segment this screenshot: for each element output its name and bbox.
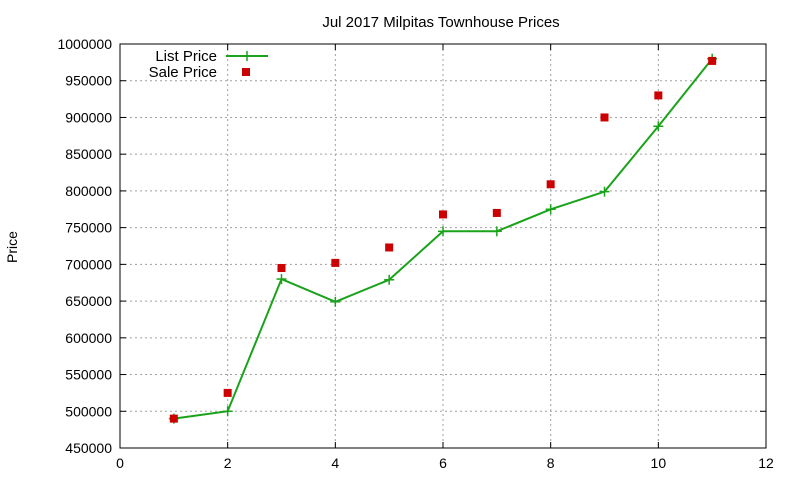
sale-price-point — [385, 243, 394, 252]
x-tick-label: 2 — [224, 455, 232, 471]
x-tick-label: 0 — [116, 455, 124, 471]
x-tick-label: 8 — [547, 455, 555, 471]
list-price-point — [276, 274, 287, 285]
list-price-point — [599, 186, 610, 197]
list-price-point — [330, 296, 341, 307]
sale-price-point — [331, 258, 340, 267]
list-price-point — [222, 406, 233, 417]
y-axis-label: Price — [4, 231, 20, 263]
y-tick-label: 650000 — [65, 293, 112, 309]
sale-price-point — [277, 264, 286, 273]
y-tick-label: 800000 — [65, 183, 112, 199]
chart-title: Jul 2017 Milpitas Townhouse Prices — [322, 14, 559, 31]
sale-price-point — [223, 388, 232, 397]
y-tick-label: 850000 — [65, 146, 112, 162]
x-tick-label: 10 — [651, 455, 667, 471]
sale-price-point — [492, 208, 501, 217]
x-tick-label: 12 — [758, 455, 774, 471]
sale-price-point — [600, 113, 609, 122]
list-price-point — [438, 226, 448, 237]
list-price-point — [653, 121, 664, 132]
y-tick-label: 750000 — [65, 220, 112, 236]
grid-lines — [120, 44, 766, 448]
series-list-price — [168, 53, 718, 424]
sale-price-point — [654, 91, 663, 100]
y-tick-label: 700000 — [65, 256, 112, 272]
y-tick-label: 550000 — [65, 367, 112, 383]
y-tick-label: 450000 — [65, 440, 112, 456]
list-price-point — [384, 274, 395, 285]
sale-price-point — [439, 210, 447, 219]
series-sale-price — [169, 56, 717, 423]
legend-label-sale-price: Sale Price — [149, 64, 217, 81]
sale-price-point — [546, 180, 555, 189]
y-tick-label: 900000 — [65, 109, 112, 125]
list-price-point — [491, 226, 502, 237]
sale-price-point — [708, 56, 717, 65]
y-tick-label: 1000000 — [57, 36, 112, 52]
y-tick-label: 600000 — [65, 330, 112, 346]
legend-marker-list-price — [242, 51, 252, 61]
x-tick-label: 4 — [331, 455, 339, 471]
data-series — [168, 53, 718, 424]
legend-label-list-price: List Price — [155, 48, 217, 65]
axis-ticks: 450000 500000 550000 600000 650000 700000 7500… — [57, 36, 774, 471]
sale-price-point — [169, 414, 178, 423]
legend-marker-sale-price — [242, 68, 250, 76]
y-tick-label: 950000 — [65, 73, 112, 89]
plot-frame — [119, 43, 767, 449]
y-tick-label: 500000 — [65, 403, 112, 419]
x-tick-label: 6 — [439, 455, 447, 471]
list-price-point — [545, 204, 556, 215]
